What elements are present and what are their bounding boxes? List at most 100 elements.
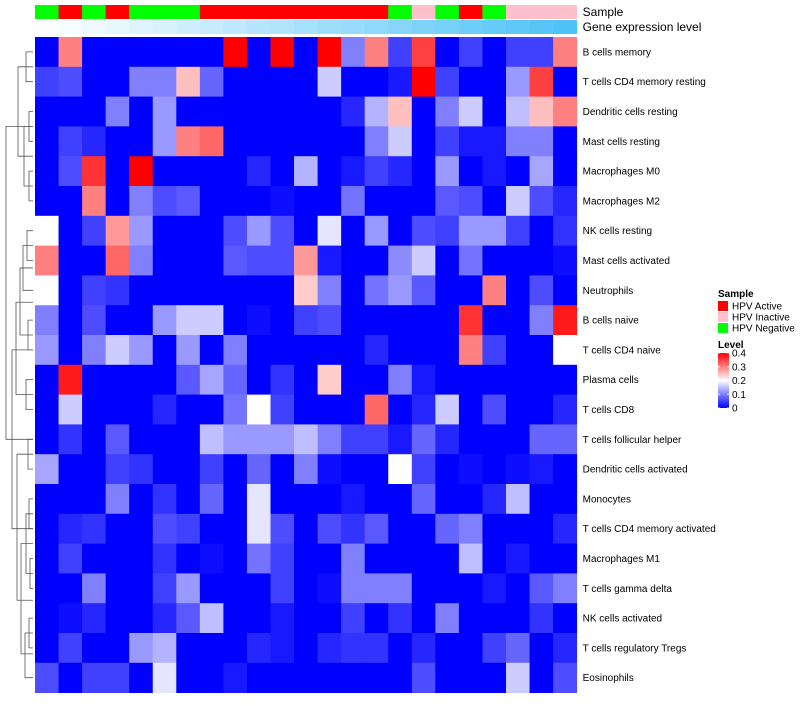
heatmap-cell [58, 484, 83, 515]
heatmap-cell [553, 215, 578, 246]
heatmap-cell [341, 305, 366, 336]
dendrogram-branch [17, 66, 33, 157]
heatmap-cell [152, 543, 177, 574]
level-legend-tick-label: 0.2 [732, 376, 746, 387]
heatmap-cell [388, 662, 413, 693]
heatmap-cell [223, 66, 248, 97]
heatmap-cell [294, 126, 318, 157]
heatmap-cell [388, 66, 413, 97]
heatmap-cell [388, 454, 413, 485]
heatmap-cell [270, 37, 295, 68]
heatmap-cell [411, 513, 436, 544]
heatmap-cell [129, 573, 154, 604]
heatmap-cell [176, 394, 201, 425]
expression-annotation-cell [411, 20, 436, 34]
heatmap-cell [553, 454, 578, 485]
heatmap-cell [411, 364, 436, 395]
heatmap-cell [82, 484, 107, 515]
heatmap-cell [553, 573, 578, 604]
heatmap-cell [82, 364, 107, 395]
heatmap-cell [364, 66, 389, 97]
heatmap-cell [129, 484, 154, 515]
heatmap-cell [129, 186, 154, 217]
heatmap-cell [129, 37, 154, 68]
heatmap-cell [458, 573, 483, 604]
heatmap-cell [35, 66, 59, 97]
row-label: Mast cells resting [583, 137, 660, 148]
heatmap-cell [529, 215, 554, 246]
sample-annotation-cell [506, 5, 530, 19]
row-label: Dendritic cells activated [583, 465, 688, 476]
heatmap-cell [411, 275, 436, 306]
sample-legend-label: HPV Negative [732, 324, 795, 335]
heatmap-cell [223, 245, 248, 276]
annotation-track-label: Gene expression level [583, 20, 702, 34]
heatmap-cell [388, 424, 413, 455]
heatmap-cell [35, 305, 59, 336]
heatmap-cell [411, 633, 436, 664]
row-label: T cells follicular helper [583, 435, 682, 446]
heatmap-cell [529, 245, 554, 276]
expression-annotation-cell [458, 20, 483, 34]
heatmap-cell [341, 66, 366, 97]
row-labels: B cells memory T cells CD4 memory resting… [583, 47, 716, 684]
heatmap-cell [364, 156, 389, 187]
heatmap-cell [458, 633, 483, 664]
heatmap-cell [317, 37, 342, 68]
heatmap-cell [435, 96, 460, 127]
heatmap-cell [458, 484, 483, 515]
heatmap-cell [482, 186, 507, 217]
heatmap-cell [317, 126, 342, 157]
expression-annotation-cell [246, 20, 271, 34]
heatmap-cell [506, 513, 530, 544]
heatmap-cell [246, 662, 271, 693]
heatmap-cell [529, 513, 554, 544]
expression-annotation-cell [317, 20, 342, 34]
heatmap-cell [317, 424, 342, 455]
heatmap-cell [341, 245, 366, 276]
heatmap-cell [458, 513, 483, 544]
heatmap-cell [317, 66, 342, 97]
heatmap-cell [199, 662, 224, 693]
heatmap-cell [129, 454, 154, 485]
heatmap-cell [506, 603, 530, 634]
heatmap-cell [105, 394, 130, 425]
heatmap-cell [223, 186, 248, 217]
heatmap-cell [388, 305, 413, 336]
heatmap-cell [152, 513, 177, 544]
heatmap-cell [294, 454, 318, 485]
dendrogram-branch [19, 267, 33, 336]
heatmap-cell [152, 484, 177, 515]
sample-annotation-cell [388, 5, 413, 19]
expression-annotation-cell [223, 20, 248, 34]
heatmap-cell [458, 424, 483, 455]
heatmap-cell [553, 245, 578, 276]
heatmap-cell [152, 573, 177, 604]
heatmap-cell [529, 424, 554, 455]
heatmap-cell [529, 126, 554, 157]
heatmap-cell [246, 186, 271, 217]
heatmap-cell [176, 96, 201, 127]
heatmap-cell [529, 66, 554, 97]
heatmap-cell [105, 543, 130, 574]
heatmap-cell [82, 394, 107, 425]
heatmap-cell [176, 424, 201, 455]
heatmap-cell [388, 364, 413, 395]
heatmap-cell [341, 96, 366, 127]
expression-annotation-cell [199, 20, 224, 34]
heatmap-cell [506, 573, 530, 604]
heatmap-cell [553, 305, 578, 336]
heatmap-cell [35, 364, 59, 395]
heatmap-cell [199, 96, 224, 127]
heatmap-cell [364, 335, 389, 366]
heatmap-cell [152, 633, 177, 664]
annotation-track-label: Sample [583, 5, 624, 19]
sample-annotation-cell [105, 5, 130, 19]
heatmap-cell [341, 275, 366, 306]
heatmap-cell [388, 484, 413, 515]
heatmap-cell [105, 37, 130, 68]
heatmap-cell [223, 156, 248, 187]
heatmap-cell [458, 186, 483, 217]
heatmap-cell [435, 454, 460, 485]
sample-annotation-cell [246, 5, 271, 19]
